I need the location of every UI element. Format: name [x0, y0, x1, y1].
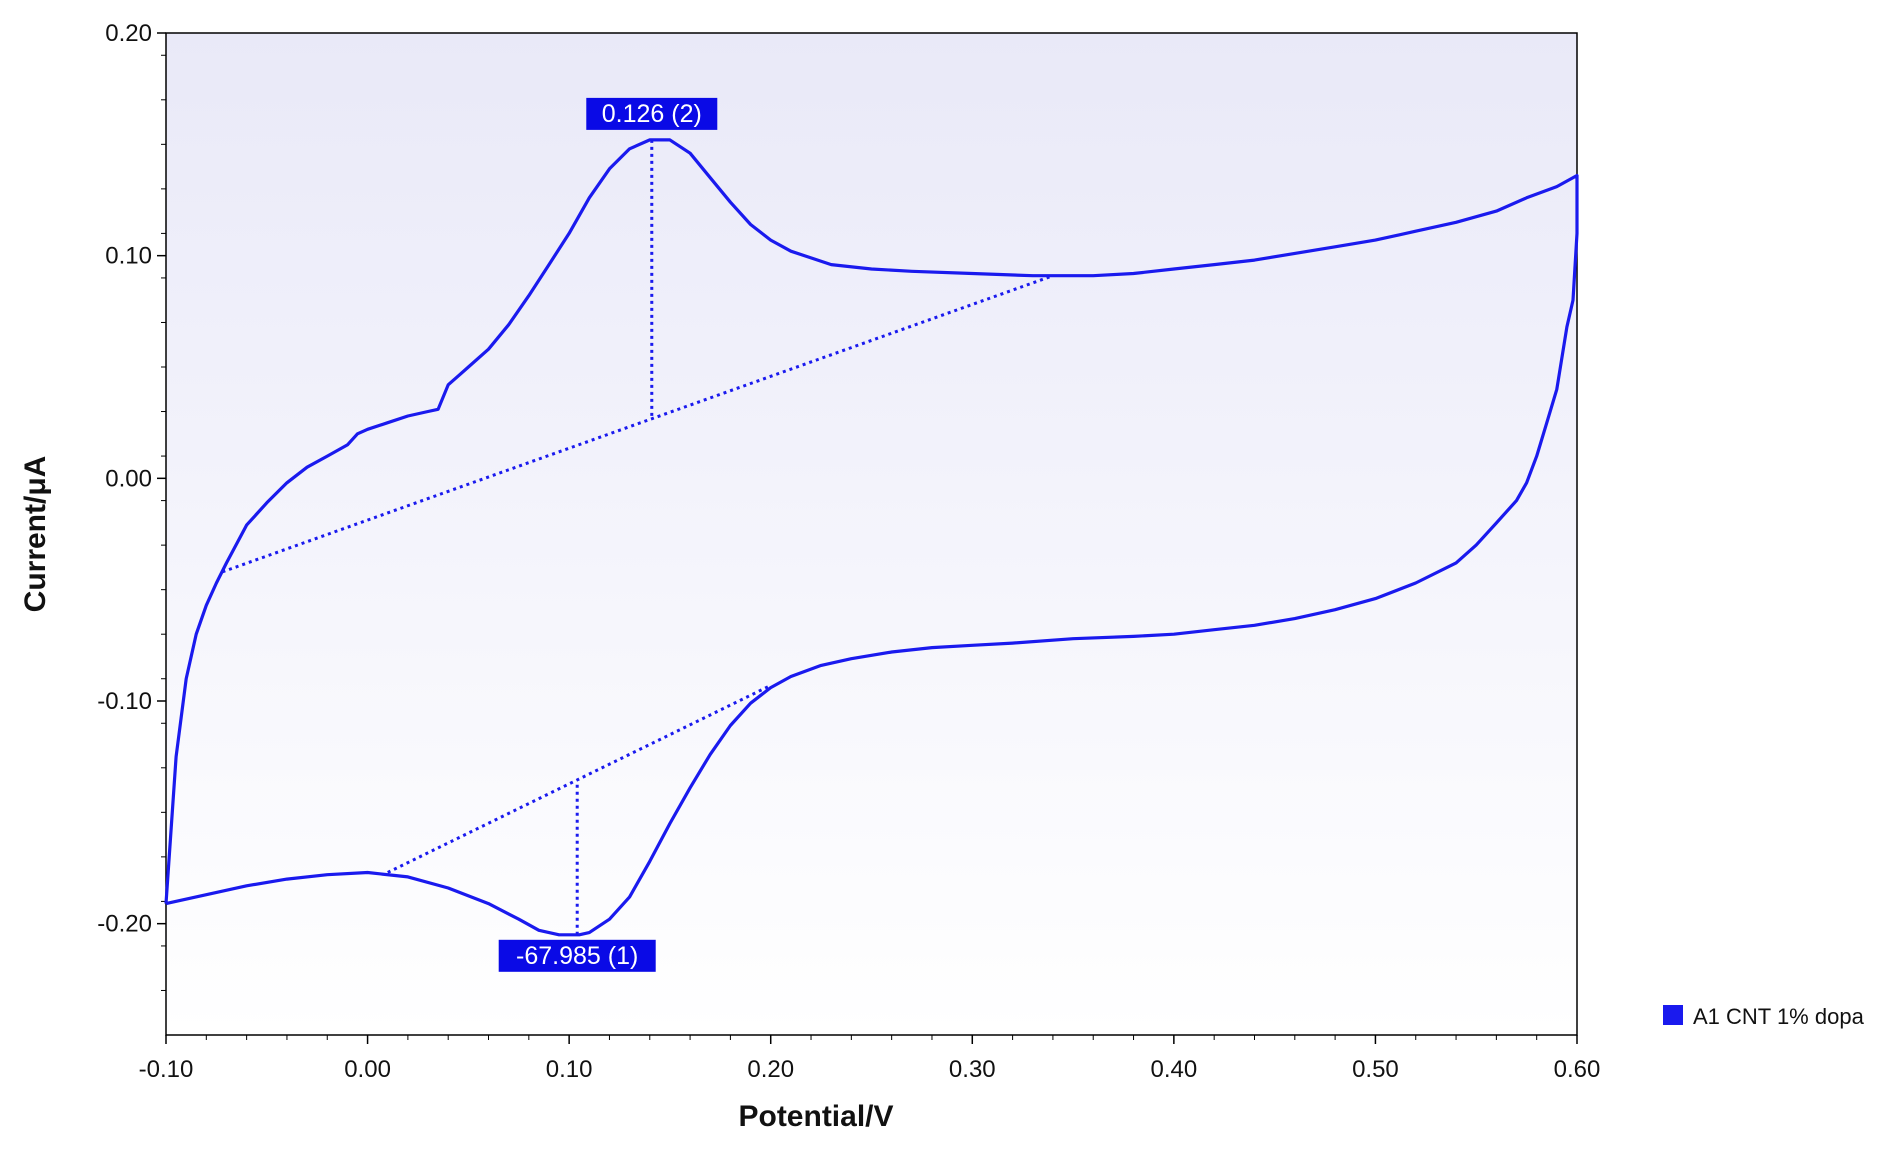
legend-label: A1 CNT 1% dopa — [1693, 1004, 1865, 1029]
y-tick-label: -0.20 — [97, 911, 152, 938]
plot-area-background — [165, 32, 1578, 1036]
y-tick-label: 0.20 — [105, 20, 152, 47]
series-line — [164, 138, 1579, 937]
peak-label-box — [586, 97, 718, 130]
peak-label: 0.126 (2) — [602, 100, 702, 128]
peak-annotations: 0.126 (2) -67.985 (1) — [498, 97, 718, 972]
x-tick-label: -0.10 — [139, 1056, 194, 1083]
x-tick-label: 0.10 — [546, 1056, 593, 1083]
y-tick-label: 0.00 — [105, 465, 152, 492]
x-tick-label: 0.30 — [949, 1056, 996, 1083]
x-tick-label: 0.20 — [747, 1056, 794, 1083]
peak-label: -67.985 (1) — [516, 942, 638, 970]
x-tick-label: 0.50 — [1352, 1056, 1399, 1083]
baseline-group — [221, 274, 1054, 874]
legend-swatch — [1663, 1005, 1683, 1025]
series-group — [164, 138, 1579, 937]
x-tick-label: 0.00 — [344, 1056, 391, 1083]
y-tick-label: 0.10 — [105, 243, 152, 270]
axes: -0.10 0.00 0.10 0.20 0.30 0.40 0.50 0.60 0.20 0.1… — [97, 20, 1600, 1083]
peak-baseline — [387, 684, 772, 874]
y-axis-title: Current/μA — [19, 456, 52, 613]
y-tick-label: -0.10 — [97, 688, 152, 715]
legend: A1 CNT 1% dopa — [1663, 1004, 1865, 1029]
x-axis-title: Potential/V — [738, 1100, 893, 1133]
x-tick-label: 0.60 — [1554, 1056, 1601, 1083]
x-tick-label: 0.40 — [1150, 1056, 1197, 1083]
peak-label-box — [498, 939, 656, 972]
